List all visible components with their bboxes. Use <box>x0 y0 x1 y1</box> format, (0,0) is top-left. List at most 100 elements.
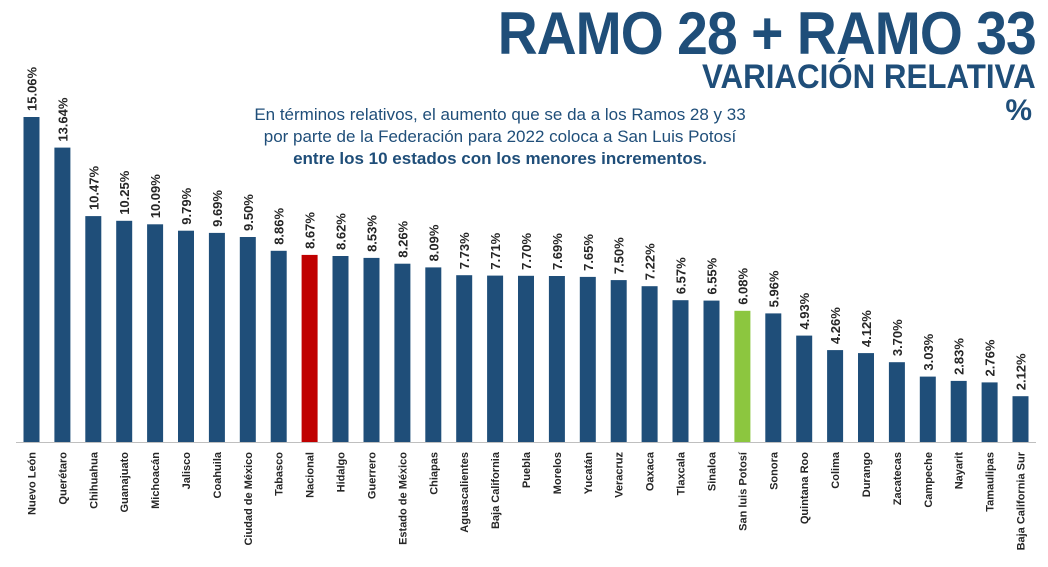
bar <box>672 300 689 442</box>
data-label: 7.65% <box>581 234 596 271</box>
data-label: 4.93% <box>797 292 812 329</box>
data-label: 9.79% <box>179 187 194 224</box>
bar <box>796 335 813 442</box>
bar <box>116 220 133 442</box>
bar <box>858 353 874 442</box>
x-tick-label: Tamaulipas <box>985 452 997 512</box>
bar <box>641 286 658 442</box>
x-tick-label: Nuevo León <box>26 452 38 515</box>
x-tick-label: Jalisco <box>181 452 193 490</box>
bar <box>950 380 967 442</box>
bar <box>888 362 905 442</box>
unit-label: % <box>1005 94 1032 127</box>
bar <box>301 254 318 442</box>
bar <box>518 275 534 442</box>
bar <box>332 256 349 442</box>
x-tick-label: Oaxaca <box>645 451 657 491</box>
bar <box>610 280 627 442</box>
data-label: 3.70% <box>890 319 905 356</box>
data-label: 6.57% <box>674 257 689 294</box>
bar <box>827 350 844 442</box>
data-label: 10.09% <box>148 174 163 219</box>
data-label: 8.09% <box>426 224 441 261</box>
data-label: 5.96% <box>766 270 781 307</box>
x-tick-label: Aguascalientes <box>459 452 471 533</box>
data-label: 10.25% <box>117 170 132 215</box>
bar <box>85 216 102 442</box>
x-tick-label: Hidalgo <box>336 452 348 493</box>
bar <box>394 263 411 442</box>
data-label: 8.86% <box>272 207 287 244</box>
x-tick-label: Nacional <box>305 452 317 498</box>
x-tick-label: Chiapas <box>428 452 440 495</box>
data-label: 7.70% <box>519 233 534 270</box>
x-tick-label: Quintana Roo <box>799 452 811 524</box>
data-label: 6.08% <box>735 267 750 304</box>
data-label: 7.73% <box>457 232 472 269</box>
x-tick-label: San luis Potosí <box>737 451 749 531</box>
data-label: 7.50% <box>612 237 627 274</box>
x-tick-label: Sonora <box>768 451 780 490</box>
bar <box>239 237 256 442</box>
data-label: 8.62% <box>334 213 349 250</box>
data-label: 2.83% <box>952 338 967 375</box>
data-label: 9.50% <box>241 194 256 231</box>
bar <box>178 230 194 442</box>
bar <box>363 257 380 442</box>
annotation-text: En términos relativos, el aumento que se… <box>200 104 800 170</box>
x-tick-label: Chihuahua <box>88 451 100 509</box>
data-label: 6.55% <box>704 257 719 294</box>
bar <box>703 300 720 442</box>
annotation-line-1: En términos relativos, el aumento que se… <box>254 105 746 124</box>
bar <box>54 147 71 442</box>
data-label: 4.26% <box>828 307 843 344</box>
bar <box>734 310 751 442</box>
chart-title: RAMO 28 + RAMO 33 <box>497 0 1037 67</box>
x-tick-label: Durango <box>861 452 873 498</box>
bar <box>425 267 442 442</box>
data-label: 8.67% <box>303 212 318 249</box>
bar <box>579 276 596 442</box>
x-tick-label: Zacatecas <box>892 452 904 505</box>
x-tick-label: Campeche <box>923 452 935 508</box>
x-tick-label: Guanajuato <box>119 452 131 513</box>
x-tick-label: Puebla <box>521 451 533 488</box>
bar <box>548 276 565 442</box>
data-label: 10.47% <box>86 166 101 211</box>
data-label: 2.12% <box>1014 353 1029 390</box>
data-label: 8.53% <box>364 215 379 252</box>
x-tick-label: Querétaro <box>57 452 69 505</box>
x-tick-label: Tabasco <box>274 452 286 496</box>
bar <box>487 275 504 442</box>
bar <box>270 250 287 442</box>
x-tick-label: Yucatán <box>583 452 595 494</box>
x-tick-label: Estado de México <box>397 452 409 545</box>
x-tick-label: Baja California <box>490 451 502 529</box>
bar <box>23 117 40 442</box>
x-tick-label: Michoacán <box>150 452 162 509</box>
chart-subtitle: VARIACIÓN RELATIVA <box>702 58 1036 96</box>
x-tick-label: Coahuila <box>212 451 224 498</box>
bar <box>208 232 225 442</box>
x-tick-label: Tlaxcala <box>676 451 688 495</box>
data-label: 15.06% <box>24 66 39 111</box>
x-tick-label: Morelos <box>552 452 564 494</box>
data-label: 9.69% <box>210 190 225 227</box>
data-label: 13.64% <box>55 97 70 142</box>
x-tick-label: Ciudad de México <box>243 452 255 546</box>
bar <box>981 382 998 442</box>
data-label: 8.26% <box>395 220 410 257</box>
annotation-line-2: por parte de la Federación para 2022 col… <box>263 127 737 146</box>
x-tick-label: Sinaloa <box>706 451 718 491</box>
bar <box>456 275 473 442</box>
data-label: 2.76% <box>983 339 998 376</box>
x-tick-label: Baja California Sur <box>1016 451 1028 550</box>
data-label: 7.22% <box>643 243 658 280</box>
x-tick-label: Colima <box>830 451 842 489</box>
data-label: 3.03% <box>921 333 936 370</box>
x-tick-label: Veracruz <box>614 452 626 498</box>
data-label: 4.12% <box>859 310 874 347</box>
data-label: 7.71% <box>488 232 503 269</box>
bar <box>147 224 164 442</box>
